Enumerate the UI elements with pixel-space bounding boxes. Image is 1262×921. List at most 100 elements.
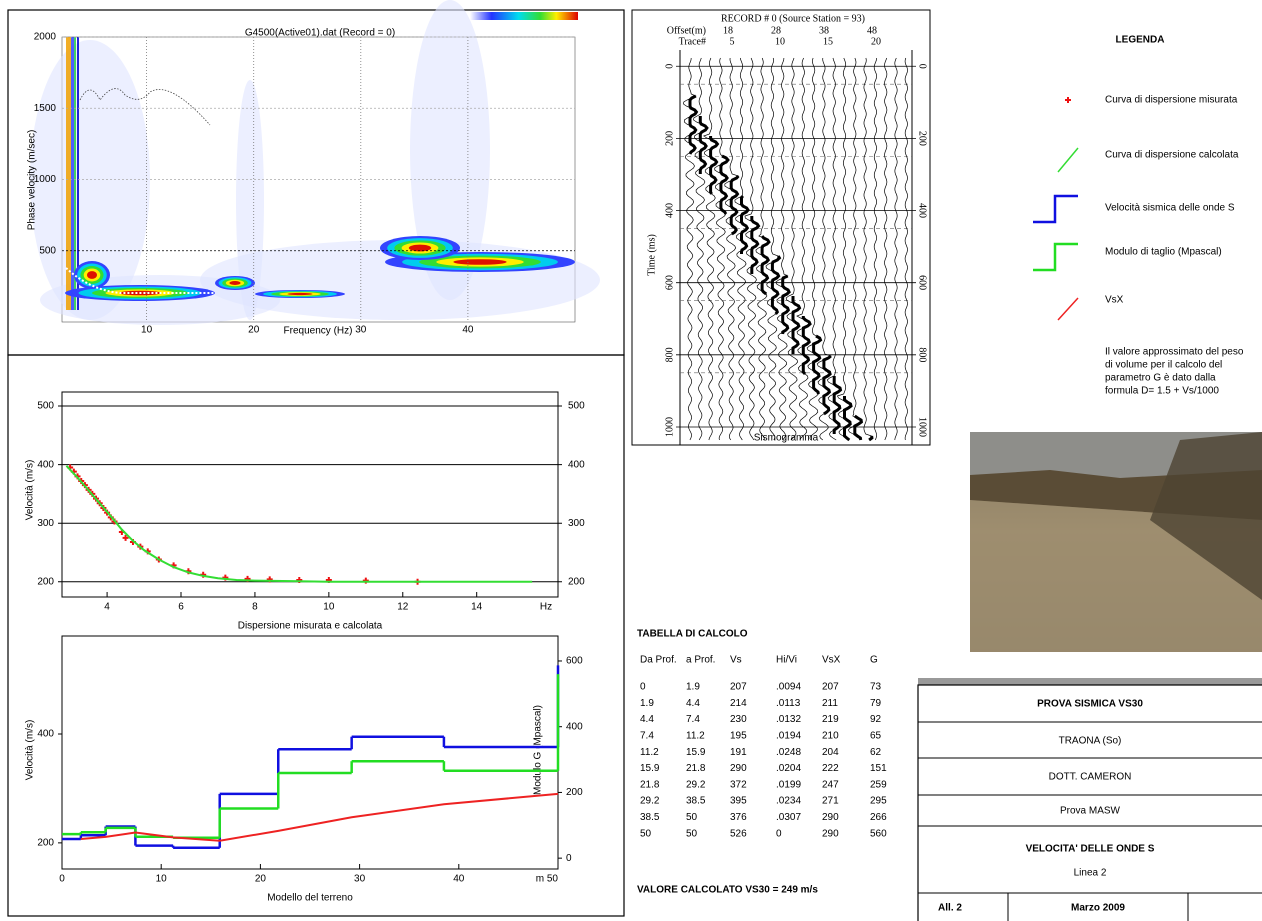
table-cell: 230 — [730, 714, 747, 725]
charts-frame — [7, 354, 625, 917]
table-cell: .0194 — [776, 731, 801, 742]
table-cell: 295 — [870, 796, 887, 807]
table-header: a Prof. — [686, 655, 715, 666]
x-tick-label: 4 — [104, 602, 110, 613]
table-cell: 92 — [870, 714, 882, 725]
table-cell: 15.9 — [640, 763, 660, 774]
x-tick-label: 6 — [178, 602, 184, 613]
block-method: Prova MASW — [1060, 806, 1121, 817]
y2-tick-label: 200 — [566, 787, 583, 798]
table-cell: 15.9 — [686, 747, 706, 758]
plot-frame — [61, 391, 559, 598]
legend-swatch — [1033, 194, 1078, 224]
y-axis-label: Velocità (m/s) — [25, 460, 36, 521]
legend-note: parametro G è dato dalla — [1105, 373, 1216, 384]
energy — [408, 244, 432, 252]
energy — [287, 292, 313, 296]
table-cell: 151 — [870, 763, 887, 774]
trace-value: 20 — [871, 36, 881, 47]
trace-fill — [822, 354, 832, 416]
table-cell: 38.5 — [686, 796, 706, 807]
y-tick-label: 400 — [37, 729, 54, 740]
y-tick-label: 400 — [37, 459, 54, 470]
trace — [683, 57, 697, 441]
y-tick-label: 800 — [917, 347, 928, 362]
y-tick-label: 600 — [917, 275, 928, 290]
x-axis-label: Sismogramma — [754, 433, 819, 444]
y2-tick-label: 400 — [566, 721, 583, 732]
table-cell: 259 — [870, 779, 887, 790]
trace-fill — [832, 376, 843, 434]
trace — [904, 57, 908, 441]
y-tick-label: 500 — [568, 401, 585, 412]
table-header: G — [870, 655, 878, 666]
block-place: TRAONA (So) — [1059, 736, 1122, 747]
y-tick-label: 1000 — [34, 174, 57, 185]
x-tick-label: 10 — [156, 874, 168, 885]
trace — [775, 57, 790, 441]
legend-entry: Curva di dispersione calcolata — [1105, 150, 1239, 161]
trace-fill — [812, 334, 823, 395]
trace-fill — [791, 296, 802, 354]
y-tick-label: 200 — [568, 576, 585, 587]
table-cell: 214 — [730, 698, 747, 709]
legend-note: formula D= 1.5 + Vs/1000 — [1105, 386, 1219, 397]
y-tick-label: 500 — [37, 401, 54, 412]
block-date: Marzo 2009 — [1071, 903, 1125, 914]
x-tick-label: 40 — [462, 325, 474, 336]
table-cell: .0094 — [776, 682, 801, 693]
y-axis-label: Velocità (m/s) — [25, 720, 36, 781]
table-cell: .0307 — [776, 812, 801, 823]
trace-fill — [760, 235, 771, 296]
table-cell: 210 — [822, 731, 839, 742]
table-cell: 219 — [822, 714, 839, 725]
y-tick-label: 200 — [917, 131, 928, 146]
chart-title: Dispersione misurata e calcolata — [238, 621, 383, 632]
y-tick-label: 400 — [664, 203, 675, 218]
y-tick-label: 0 — [917, 64, 928, 69]
legend-entry: VsX — [1105, 295, 1124, 306]
x-tick-label: 0 — [59, 874, 65, 885]
table-cell: 0 — [640, 682, 646, 693]
band — [66, 37, 71, 310]
table-cell: 271 — [822, 796, 839, 807]
table-cell: 50 — [686, 828, 698, 839]
y-tick-label: 1000 — [917, 417, 928, 437]
offset-value: 48 — [867, 25, 877, 36]
trace-fill — [843, 396, 853, 442]
trace-value: 10 — [775, 36, 785, 47]
legend-swatch — [1057, 297, 1079, 321]
table-cell: 290 — [822, 812, 839, 823]
block-title: PROVA SISMICA VS30 — [1037, 699, 1143, 710]
y-tick-label: 300 — [37, 518, 54, 529]
table-cell: .0132 — [776, 714, 801, 725]
table-cell: 21.8 — [686, 763, 706, 774]
table-header: Da Prof. — [640, 655, 677, 666]
trace-fill — [740, 195, 750, 254]
table-cell: 372 — [730, 779, 747, 790]
trace — [785, 57, 800, 441]
resolution-curve — [79, 88, 211, 126]
table-cell: .0204 — [776, 763, 801, 774]
offset-label: Offset(m) — [667, 25, 706, 36]
table-cell: 204 — [822, 747, 839, 758]
trace — [714, 57, 729, 441]
table-header: Hi/Vi — [776, 655, 797, 666]
trace-fill — [750, 216, 761, 274]
x-tick-label: 12 — [397, 602, 409, 613]
table-cell: 11.2 — [686, 731, 705, 742]
y2-tick-label: 600 — [566, 656, 583, 667]
energy — [453, 259, 507, 265]
table-cell: .0199 — [776, 779, 801, 790]
y-tick-label: 800 — [664, 347, 675, 362]
block-subject: VELOCITA' DELLE ONDE S — [1026, 844, 1155, 855]
offset-value: 38 — [819, 25, 829, 36]
legend-note: di volume per il calcolo del — [1105, 360, 1222, 371]
x-tick-label: 40 — [453, 874, 465, 885]
table-cell: .0248 — [776, 747, 801, 758]
table-cell: 222 — [822, 763, 839, 774]
table-cell: 62 — [870, 747, 882, 758]
trace-fill — [698, 116, 709, 174]
trace-fill — [729, 174, 740, 236]
